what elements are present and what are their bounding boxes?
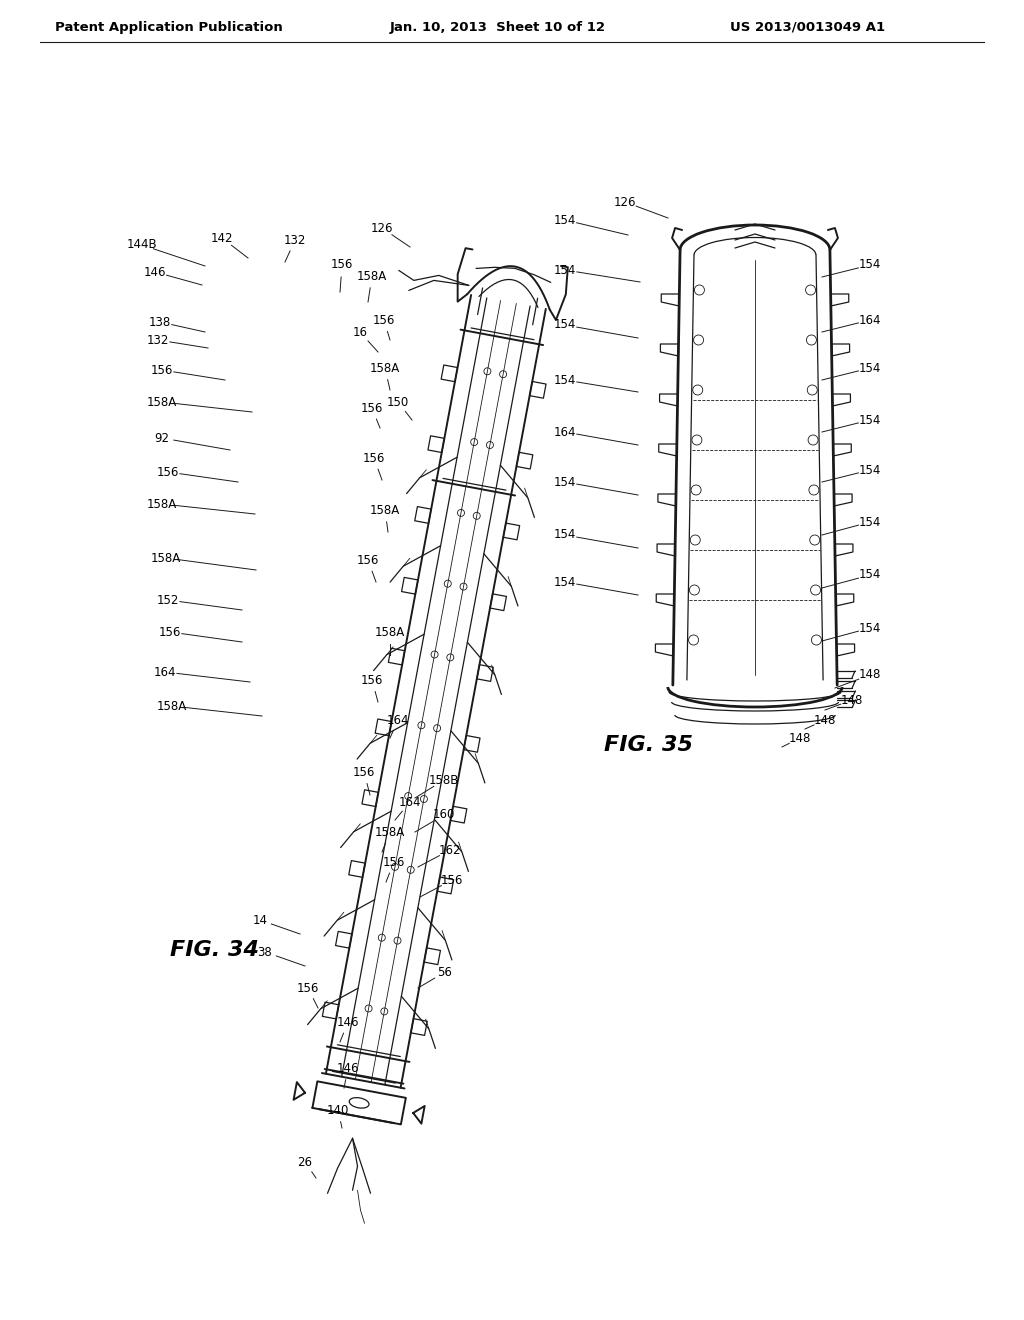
- Text: 126: 126: [613, 195, 636, 209]
- Text: 164: 164: [154, 665, 176, 678]
- Text: 154: 154: [554, 264, 577, 276]
- Text: 148: 148: [859, 668, 882, 681]
- Text: 164: 164: [387, 714, 410, 726]
- Text: 154: 154: [859, 413, 882, 426]
- Text: 156: 156: [373, 314, 395, 326]
- Text: 16: 16: [352, 326, 368, 338]
- Text: 132: 132: [284, 234, 306, 247]
- Text: 146: 146: [143, 265, 166, 279]
- Text: 156: 156: [362, 451, 385, 465]
- Text: 14: 14: [253, 913, 267, 927]
- Text: 148: 148: [814, 714, 837, 726]
- Text: 156: 156: [356, 553, 379, 566]
- Text: 156: 156: [440, 874, 463, 887]
- Text: 154: 154: [859, 362, 882, 375]
- Text: 154: 154: [554, 576, 577, 589]
- Text: 142: 142: [211, 231, 233, 244]
- Text: 158A: 158A: [370, 362, 400, 375]
- Text: 154: 154: [554, 318, 577, 331]
- Text: 154: 154: [859, 516, 882, 528]
- Text: 156: 156: [360, 673, 383, 686]
- Text: 26: 26: [298, 1155, 312, 1168]
- Text: 158A: 158A: [375, 626, 406, 639]
- Text: 164: 164: [554, 425, 577, 438]
- Text: 154: 154: [554, 528, 577, 541]
- Text: 152: 152: [157, 594, 179, 606]
- Text: 156: 156: [353, 766, 375, 779]
- Text: 158B: 158B: [429, 774, 459, 787]
- Text: 154: 154: [554, 475, 577, 488]
- Text: 144B: 144B: [127, 239, 158, 252]
- Text: 150: 150: [387, 396, 410, 408]
- Text: 160: 160: [433, 808, 456, 821]
- Text: 158A: 158A: [357, 269, 387, 282]
- Text: 156: 156: [151, 363, 173, 376]
- Text: 158A: 158A: [157, 700, 187, 713]
- Text: Patent Application Publication: Patent Application Publication: [55, 21, 283, 33]
- Text: 56: 56: [437, 965, 453, 978]
- Text: 154: 154: [859, 622, 882, 635]
- Text: 162: 162: [438, 843, 461, 857]
- Text: 154: 154: [554, 374, 577, 387]
- Text: 156: 156: [331, 259, 353, 272]
- Text: 156: 156: [159, 626, 181, 639]
- Text: 38: 38: [258, 945, 272, 958]
- Text: 154: 154: [859, 463, 882, 477]
- Text: 158A: 158A: [375, 825, 406, 838]
- Text: 146: 146: [337, 1015, 359, 1028]
- Text: 156: 156: [157, 466, 179, 479]
- Text: 164: 164: [859, 314, 882, 326]
- Text: 158A: 158A: [146, 498, 177, 511]
- Text: 164: 164: [398, 796, 421, 808]
- Text: 138: 138: [148, 315, 171, 329]
- Text: 156: 156: [360, 401, 383, 414]
- Text: 158A: 158A: [370, 503, 400, 516]
- Text: 156: 156: [383, 855, 406, 869]
- Text: 156: 156: [297, 982, 319, 994]
- Text: 158A: 158A: [151, 552, 181, 565]
- Text: 132: 132: [146, 334, 169, 346]
- Text: 146: 146: [337, 1061, 359, 1074]
- Text: FIG. 34: FIG. 34: [171, 940, 259, 960]
- Text: 154: 154: [859, 569, 882, 582]
- Text: 140: 140: [327, 1104, 349, 1117]
- Text: 126: 126: [371, 222, 393, 235]
- Text: Jan. 10, 2013  Sheet 10 of 12: Jan. 10, 2013 Sheet 10 of 12: [390, 21, 606, 33]
- Text: 154: 154: [554, 214, 577, 227]
- Text: 92: 92: [155, 432, 170, 445]
- Text: US 2013/0013049 A1: US 2013/0013049 A1: [730, 21, 885, 33]
- Text: 158A: 158A: [146, 396, 177, 408]
- Text: 148: 148: [841, 693, 863, 706]
- Text: 148: 148: [788, 731, 811, 744]
- Text: 154: 154: [859, 259, 882, 272]
- Text: FIG. 35: FIG. 35: [603, 735, 692, 755]
